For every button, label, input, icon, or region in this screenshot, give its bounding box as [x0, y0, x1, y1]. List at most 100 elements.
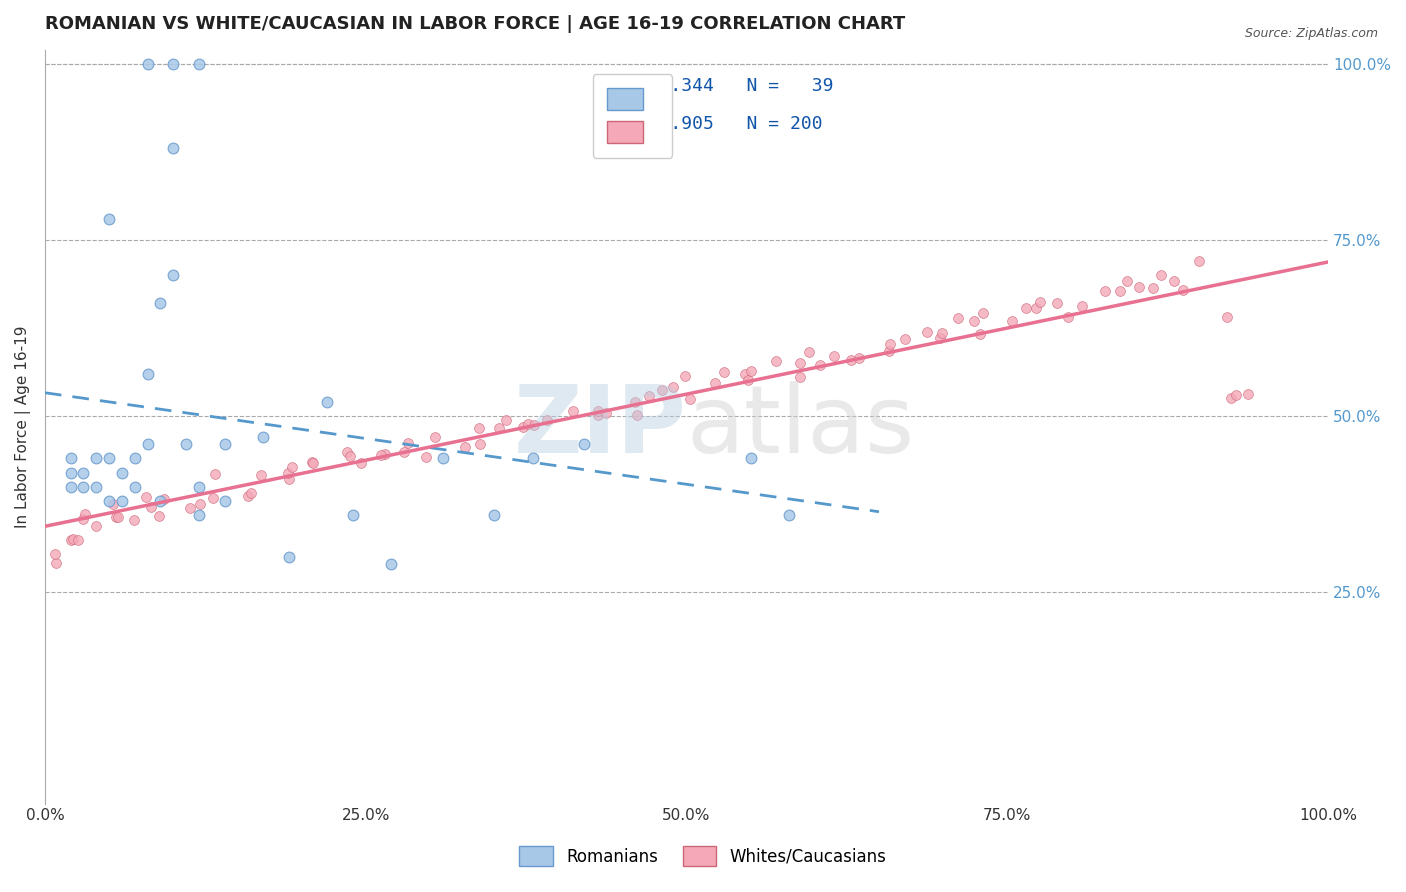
Point — [187, 480, 209, 494]
Point — [841, 353, 863, 368]
Point — [415, 450, 437, 465]
Point — [135, 490, 157, 504]
Point — [962, 313, 984, 327]
Point — [1128, 280, 1150, 294]
Point — [204, 467, 226, 482]
Point — [588, 408, 610, 422]
Point — [396, 435, 419, 450]
Point — [929, 331, 952, 345]
Point — [423, 430, 446, 444]
Point — [84, 451, 107, 466]
Point — [336, 444, 359, 458]
Point — [931, 326, 953, 340]
Point — [214, 493, 236, 508]
Point — [139, 500, 162, 515]
Point — [740, 451, 762, 466]
Point — [136, 437, 159, 451]
Point — [1142, 280, 1164, 294]
Point — [637, 389, 659, 403]
Point — [1029, 294, 1052, 309]
Point — [162, 268, 184, 283]
Point — [1071, 299, 1094, 313]
Point — [673, 368, 696, 383]
Point — [972, 306, 994, 320]
Point — [124, 451, 146, 466]
Point — [1025, 301, 1047, 316]
Point — [848, 351, 870, 366]
Point — [67, 533, 90, 547]
Point — [240, 485, 263, 500]
Point — [252, 430, 274, 444]
Point — [179, 500, 201, 515]
Point — [187, 57, 209, 71]
Point — [536, 413, 558, 427]
Point — [98, 211, 121, 226]
Point — [523, 417, 546, 432]
Y-axis label: In Labor Force | Age 16-19: In Labor Force | Age 16-19 — [15, 326, 31, 528]
Point — [1220, 391, 1243, 405]
Point — [1163, 274, 1185, 288]
Point — [59, 480, 82, 494]
Legend: , : , — [593, 74, 672, 158]
Point — [73, 507, 96, 521]
Point — [778, 508, 800, 522]
Point — [734, 367, 756, 381]
Point — [98, 451, 121, 466]
Point — [380, 557, 402, 571]
Point — [454, 440, 477, 454]
Point — [342, 508, 364, 522]
Point — [316, 395, 339, 409]
Point — [1046, 295, 1069, 310]
Point — [370, 448, 392, 462]
Point — [59, 533, 82, 548]
Point — [111, 493, 134, 508]
Point — [808, 358, 831, 372]
Point — [136, 367, 159, 381]
Point — [277, 472, 299, 486]
Point — [789, 357, 811, 371]
Point — [214, 437, 236, 451]
Legend: Romanians, Whites/Caucasians: Romanians, Whites/Caucasians — [512, 838, 894, 875]
Point — [588, 404, 610, 418]
Point — [1056, 310, 1078, 324]
Point — [432, 451, 454, 466]
Point — [101, 497, 124, 511]
Point — [124, 480, 146, 494]
Point — [572, 437, 595, 451]
Point — [740, 364, 762, 378]
Point — [1116, 274, 1139, 288]
Point — [59, 466, 82, 480]
Point — [107, 509, 129, 524]
Point — [339, 450, 361, 464]
Point — [72, 512, 94, 526]
Point — [187, 508, 209, 522]
Point — [45, 556, 67, 570]
Point — [44, 548, 66, 562]
Point — [623, 395, 645, 409]
Point — [162, 57, 184, 71]
Point — [148, 509, 170, 524]
Point — [915, 325, 938, 339]
Point — [301, 455, 323, 469]
Point — [162, 141, 184, 155]
Point — [662, 380, 685, 394]
Point — [188, 497, 211, 511]
Text: R = 0.905   N = 200: R = 0.905 N = 200 — [616, 115, 823, 133]
Point — [879, 337, 901, 351]
Point — [301, 456, 323, 470]
Point — [823, 349, 845, 363]
Point — [236, 490, 259, 504]
Text: ROMANIAN VS WHITE/CAUCASIAN IN LABOR FORCE | AGE 16-19 CORRELATION CHART: ROMANIAN VS WHITE/CAUCASIAN IN LABOR FOR… — [45, 15, 905, 33]
Point — [516, 417, 538, 431]
Point — [111, 466, 134, 480]
Point — [704, 376, 727, 390]
Point — [797, 345, 820, 359]
Point — [374, 447, 396, 461]
Point — [122, 513, 145, 527]
Point — [468, 437, 491, 451]
Point — [1216, 310, 1239, 324]
Point — [277, 549, 299, 564]
Point — [522, 451, 544, 466]
Point — [1094, 285, 1116, 299]
Point — [249, 468, 271, 483]
